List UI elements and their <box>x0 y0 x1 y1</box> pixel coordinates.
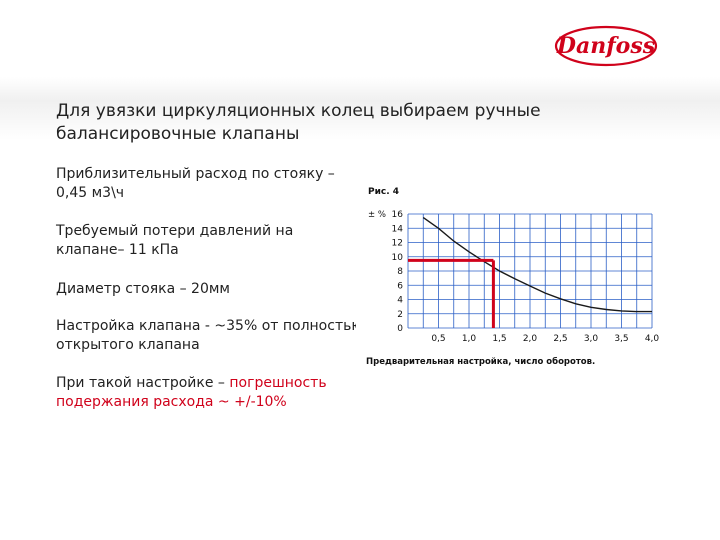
chart-curve <box>422 217 652 313</box>
x-tick-label: 2,5 <box>553 334 567 344</box>
chart-labels: Рис. 4 ± % 0 2 4 6 8 10 12 14 16 0,5 1,0 1,5 2,0 2,5 3,0… <box>366 187 659 367</box>
paragraph-flow-rate: Приблизительный расход по стояку – 0,45 … <box>56 166 335 201</box>
logo-wordmark: Danfoss <box>556 33 655 59</box>
y-tick-label: 8 <box>397 267 403 277</box>
paragraph-riser-diameter: Диаметр стояка – 20мм <box>56 281 230 297</box>
chart-title: Рис. 4 <box>368 187 399 197</box>
header-band <box>0 0 720 140</box>
y-tick-label: 0 <box>397 324 403 334</box>
y-tick-label: 14 <box>392 224 404 234</box>
danfoss-logo: Danfoss <box>554 25 658 67</box>
y-tick-label: 16 <box>392 210 404 220</box>
accuracy-highlight: погрешность подержания расхода ~ +/-10% <box>56 375 327 410</box>
y-tick-label: 12 <box>392 239 403 249</box>
x-tick-label: 0,5 <box>431 334 445 344</box>
x-tick-label: 2,0 <box>523 334 538 344</box>
x-tick-label: 3,0 <box>584 334 599 344</box>
chart-marker <box>408 258 495 328</box>
x-tick-label: 1,5 <box>492 334 506 344</box>
paragraph-accuracy: При такой настройке – погрешность подерж… <box>56 374 366 412</box>
slide-title: Для увязки циркуляционных колец выбираем… <box>56 101 541 144</box>
x-tick-label: 3,5 <box>614 334 628 344</box>
paragraph-pressure-loss: Требуемый потери давлений на клапане– 11… <box>56 223 294 258</box>
x-tick-label: 4,0 <box>645 334 660 344</box>
y-tick-label: 6 <box>397 281 403 291</box>
accuracy-prefix: При такой настройке – <box>56 375 230 391</box>
chart-svg: Рис. 4 ± % 0 2 4 6 8 10 12 14 16 0,5 1,0 1,5 2,0 2,5 3,0… <box>366 187 659 367</box>
x-axis-label: Предварительная настройка, число оборото… <box>366 356 595 367</box>
x-tick-label: 1,0 <box>462 334 477 344</box>
y-tick-label: 2 <box>397 310 403 320</box>
y-axis-label: ± % <box>368 210 386 220</box>
valve-chart: Рис. 4 ± % 0 2 4 6 8 10 12 14 16 0,5 1,0 1,5 2,0 2,5 3,0… <box>356 180 666 374</box>
series-line <box>422 217 652 313</box>
y-tick-label: 4 <box>397 296 403 306</box>
paragraph-valve-setting: Настройка клапана - ~35% от полностью от… <box>56 318 364 353</box>
y-tick-label: 10 <box>392 253 404 263</box>
